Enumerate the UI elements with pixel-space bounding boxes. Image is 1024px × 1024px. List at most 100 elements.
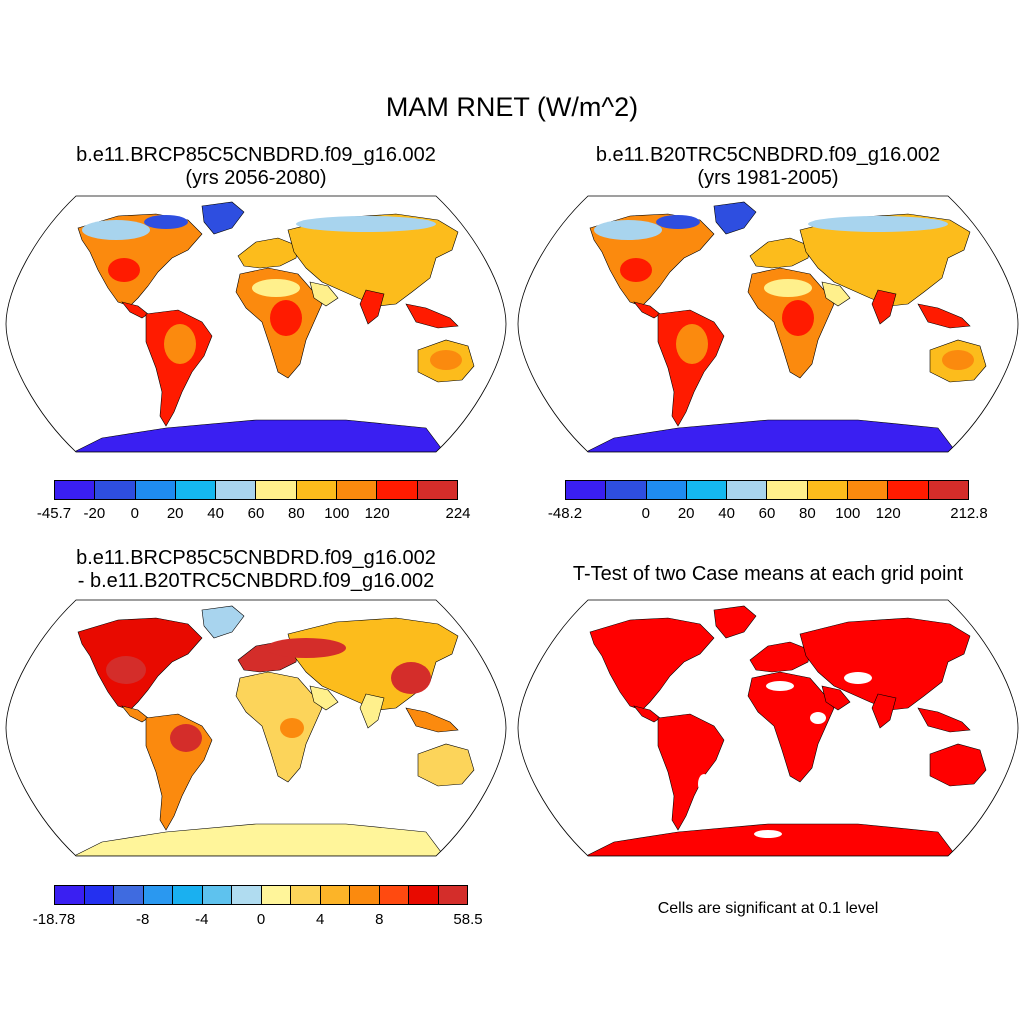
- colorbar-tick-label: 60: [758, 505, 776, 522]
- climate-patch: [82, 220, 150, 240]
- panel-title-case1-line1: b.e11.BRCP85C5CNBDRD.f09_g16.002: [76, 144, 436, 166]
- colorbar-tick-label: 60: [247, 505, 265, 522]
- landmass-europe: [749, 641, 811, 673]
- map-border: [517, 195, 1019, 453]
- panel-title-diff-line2: - b.e11.B20TRC5CNBDRD.f09_g16.002: [77, 570, 435, 592]
- colorbar-tick-label: -18.78: [32, 911, 76, 928]
- climate-patch: [808, 216, 948, 232]
- landmass-antarctica: [585, 419, 957, 452]
- landmass-samerica: [657, 309, 725, 427]
- colorbar-swatch: [232, 886, 262, 904]
- landmass-centralam: [633, 301, 661, 319]
- climate-patch: [296, 216, 436, 232]
- colorbar-swatch: [727, 481, 768, 499]
- colorbar-swatch: [135, 481, 176, 499]
- climate-patch: [252, 279, 300, 297]
- colorbar-tick-label: -20: [83, 505, 106, 522]
- landmass-asia: [799, 617, 971, 711]
- climate-patch: [594, 220, 662, 240]
- landmass-centralam: [633, 705, 661, 723]
- colorbar-tick-label: 20: [166, 505, 184, 522]
- colorbar-swatch: [114, 886, 144, 904]
- climate-patch: [144, 215, 188, 229]
- significance-note: Cells are significant at 0.1 level: [657, 900, 879, 917]
- climate-patch: [430, 350, 462, 370]
- climate-patch: [391, 662, 431, 694]
- colorbar-swatch: [143, 886, 173, 904]
- colorbar-tick-label: 0: [256, 911, 266, 928]
- colorbar-case1: [54, 480, 458, 500]
- map-diff-content: [6, 600, 506, 856]
- landmass-australia: [929, 743, 987, 787]
- colorbar-case2-labels: -48.2 0 20 40 60 80 100 120 212.8: [548, 505, 988, 525]
- landmass-india: [359, 289, 385, 325]
- map-ttest: [517, 599, 1019, 857]
- colorbar-tick-label: -4: [195, 911, 209, 928]
- landmass-antarctica: [585, 823, 957, 856]
- colorbar-swatch: [888, 481, 929, 499]
- map-ttest-content: [518, 600, 1018, 856]
- landmass-arabia: [821, 685, 851, 711]
- colorbar-tick-label: 212.8: [950, 505, 988, 522]
- colorbar-tick-label: 80: [799, 505, 816, 522]
- colorbar-swatch: [377, 481, 418, 499]
- climate-patch: [106, 656, 146, 684]
- colorbar-swatch: [417, 481, 457, 499]
- climate-patch: [766, 681, 794, 691]
- colorbar-tick-label: -48.2: [547, 505, 583, 522]
- colorbar-tick-label: -45.7: [36, 505, 72, 522]
- landmass-seasia: [405, 303, 459, 329]
- colorbar-swatch: [202, 886, 232, 904]
- climate-patch: [764, 279, 812, 297]
- climate-patch: [810, 712, 826, 724]
- colorbar-swatch: [379, 886, 409, 904]
- landmass-seasia: [405, 707, 459, 733]
- climate-patch: [108, 258, 140, 282]
- climate-patch: [676, 324, 708, 364]
- panel-title-case2-line1: b.e11.B20TRC5CNBDRD.f09_g16.002: [595, 144, 941, 166]
- landmass-asia: [799, 213, 971, 307]
- map-diff: [5, 599, 507, 857]
- landmass-greenland: [201, 605, 245, 639]
- panel-title-ttest-line1: T-Test of two Case means at each grid po…: [572, 563, 964, 585]
- colorbar-swatch: [256, 481, 297, 499]
- colorbar-swatch: [261, 886, 291, 904]
- colorbar-diff: [54, 885, 468, 905]
- map-case2-content: [518, 196, 1018, 452]
- colorbar-tick-label: 8: [375, 911, 384, 928]
- colorbar-tick-label: -8: [136, 911, 150, 928]
- colorbar-tick-label: 80: [288, 505, 305, 522]
- landmass-antarctica: [73, 419, 445, 452]
- colorbar-tick-label: 120: [364, 505, 390, 522]
- panel-title-ttest: T-Test of two Case means at each grid po…: [512, 563, 1024, 586]
- map-case1: [5, 195, 507, 453]
- landmass-centralam: [121, 705, 149, 723]
- colorbar-case1-labels: -45.7 -20 0 20 40 60 80 100 120 224: [37, 505, 471, 525]
- colorbar-swatch: [320, 886, 350, 904]
- landmass-samerica: [657, 713, 725, 831]
- climate-patch: [782, 300, 814, 336]
- colorbar-swatch: [646, 481, 687, 499]
- colorbar-swatch: [296, 481, 338, 499]
- panel-title-case1: b.e11.BRCP85C5CNBDRD.f09_g16.002 (yrs 20…: [0, 144, 512, 190]
- colorbar-swatch: [95, 481, 136, 499]
- climate-patch: [266, 638, 346, 658]
- landmass-africa: [747, 671, 835, 783]
- landmass-samerica: [145, 309, 213, 427]
- map-border: [5, 195, 507, 453]
- landmass-australia: [417, 743, 475, 787]
- landmass-antarctica: [73, 823, 445, 856]
- landmass-africa: [235, 671, 323, 783]
- colorbar-tick-label: 20: [677, 505, 695, 522]
- landmass-asia: [287, 213, 459, 307]
- climate-patch: [754, 830, 782, 838]
- landmass-centralam: [121, 301, 149, 319]
- landmass-namerica: [589, 617, 715, 711]
- map-border: [517, 599, 1019, 857]
- map-case2: [517, 195, 1019, 453]
- landmass-greenland: [713, 201, 757, 235]
- colorbar-swatch: [337, 481, 378, 499]
- colorbar-swatch: [807, 481, 849, 499]
- panel-title-case2-line2: (yrs 1981-2005): [697, 167, 839, 189]
- climate-patch: [280, 718, 304, 738]
